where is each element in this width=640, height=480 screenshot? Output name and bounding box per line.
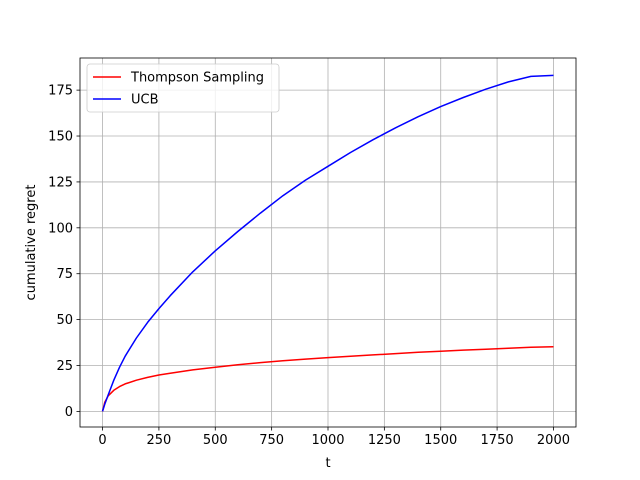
y-tick-label: 75 xyxy=(56,267,73,282)
x-tick-label: 1750 xyxy=(481,433,514,448)
x-tick-label: 750 xyxy=(259,433,284,448)
legend-label: Thompson Sampling xyxy=(130,71,264,86)
series-line xyxy=(101,346,554,412)
x-tick-label: 500 xyxy=(203,433,228,448)
y-tick-label: 25 xyxy=(56,359,73,374)
legend-label: UCB xyxy=(131,93,159,108)
x-tick-label: 1250 xyxy=(368,433,401,448)
y-tick-label: 175 xyxy=(48,84,73,99)
y-tick-label: 125 xyxy=(48,175,73,190)
y-tick-label: 150 xyxy=(48,130,73,145)
y-tick-label: 50 xyxy=(56,313,73,328)
y-axis-label: cumulative regret xyxy=(24,185,39,301)
x-axis-label: t xyxy=(325,456,330,471)
x-tick-label: 2000 xyxy=(537,433,570,448)
y-tick-label: 0 xyxy=(65,405,73,420)
series-line xyxy=(101,74,554,412)
series-lines xyxy=(101,74,554,412)
grid-lines xyxy=(80,58,576,427)
y-tick-label: 100 xyxy=(48,221,73,236)
x-tick-label: 0 xyxy=(98,433,106,448)
x-tick-label: 1000 xyxy=(311,433,344,448)
legend: Thompson Sampling UCB xyxy=(86,63,280,113)
x-tick-label: 1500 xyxy=(424,433,457,448)
legend-box xyxy=(86,63,280,113)
ticks: 0 250 500 750 1000 1250 1500 1750 2000 0 25 50 75 100… xyxy=(48,84,570,448)
x-tick-label: 250 xyxy=(146,433,171,448)
